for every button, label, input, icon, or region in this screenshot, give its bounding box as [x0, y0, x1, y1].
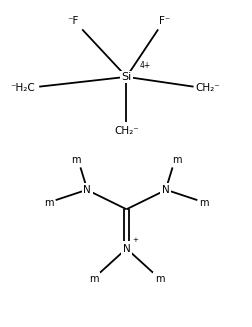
- Text: m: m: [198, 198, 208, 208]
- Text: 4+: 4+: [139, 60, 150, 70]
- Text: Si: Si: [121, 72, 131, 82]
- Text: m: m: [88, 274, 98, 284]
- Text: N: N: [161, 185, 169, 195]
- Text: F⁻: F⁻: [158, 16, 169, 26]
- Text: m: m: [71, 155, 80, 165]
- Text: N: N: [83, 185, 91, 195]
- Text: m: m: [154, 274, 164, 284]
- Text: ⁻F: ⁻F: [68, 16, 79, 26]
- Text: m: m: [172, 155, 181, 165]
- Text: CH₂⁻: CH₂⁻: [194, 83, 219, 93]
- Text: ⁻H₂C: ⁻H₂C: [10, 83, 35, 93]
- Text: m: m: [44, 198, 54, 208]
- Text: +: +: [132, 237, 138, 243]
- Text: N: N: [122, 244, 130, 253]
- Text: CH₂⁻: CH₂⁻: [114, 126, 138, 136]
